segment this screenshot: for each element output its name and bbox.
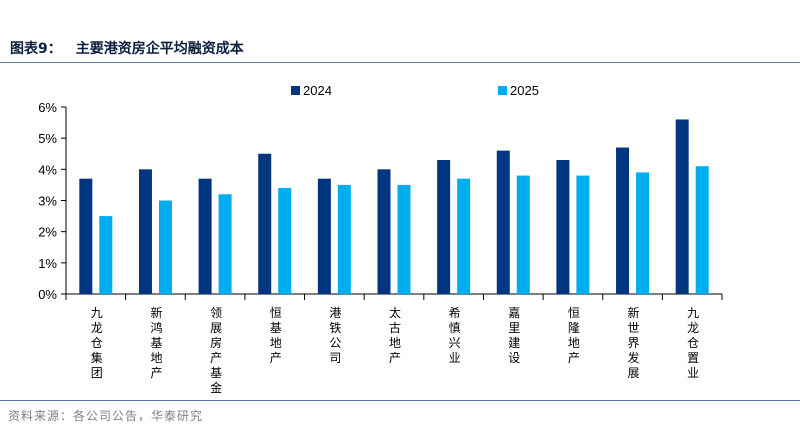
figure-number: 图表9： <box>10 41 62 57</box>
y-tick-label: 3% <box>38 194 57 209</box>
bar-2024-11 <box>675 119 689 294</box>
x-category-label: 新鸿基地产 <box>150 305 162 380</box>
bar-2024-6 <box>377 169 391 294</box>
x-category-label: 新世界发展 <box>628 305 640 380</box>
bar-2025-7 <box>457 178 471 294</box>
legend-swatch-2025 <box>498 86 507 95</box>
legend-label-2025: 2025 <box>510 83 539 98</box>
source-note: 资料来源：各公司公告，华泰研究 <box>8 409 204 423</box>
legend-label-2024: 2024 <box>303 83 332 98</box>
x-category-label: 九龙仓置业 <box>687 306 699 380</box>
y-tick-label: 5% <box>38 131 57 146</box>
bar-2024-5 <box>317 178 331 294</box>
y-tick-label: 2% <box>38 225 57 240</box>
x-category-label: 希慎兴业 <box>449 305 461 365</box>
x-category-label: 恒基地产 <box>270 306 282 365</box>
bar-2025-11 <box>695 166 709 294</box>
x-category-label: 嘉里建设 <box>508 306 520 365</box>
bar-2024-3 <box>198 178 212 294</box>
bar-2025-3 <box>218 194 232 294</box>
bar-2025-10 <box>636 172 650 294</box>
bar-2025-6 <box>397 184 411 294</box>
bar-2024-1 <box>79 178 93 294</box>
bar-2024-4 <box>258 153 272 294</box>
bar-2024-10 <box>616 147 630 294</box>
x-category-label: 领展房产基金 <box>210 306 222 395</box>
top-rule <box>0 62 800 63</box>
bar-2024-8 <box>496 150 510 294</box>
figure-title: 图表9： 主要港资房企平均融资成本 <box>10 38 244 58</box>
y-tick-label: 1% <box>38 256 57 271</box>
bar-2024-2 <box>138 169 152 294</box>
x-category-label: 九龙仓集团 <box>91 306 103 380</box>
bar-2025-1 <box>99 216 113 294</box>
bar-2025-8 <box>516 175 530 294</box>
bar-2025-2 <box>158 200 172 294</box>
legend-swatch-2024 <box>291 86 300 95</box>
bar-2024-7 <box>437 159 451 294</box>
bar-2025-5 <box>337 184 351 294</box>
figure-title-text: 主要港资房企平均融资成本 <box>75 41 244 57</box>
bar-2025-9 <box>576 175 590 294</box>
bar-2025-4 <box>278 188 292 294</box>
y-tick-label: 6% <box>38 100 57 115</box>
bottom-rule <box>0 400 800 401</box>
x-category-label: 太古地产 <box>389 305 401 365</box>
x-category-label: 恒隆地产 <box>568 306 580 365</box>
x-category-label: 港铁公司 <box>329 306 341 365</box>
bar-2024-9 <box>556 159 570 294</box>
y-tick-label: 0% <box>38 287 57 302</box>
y-tick-label: 4% <box>38 162 57 177</box>
